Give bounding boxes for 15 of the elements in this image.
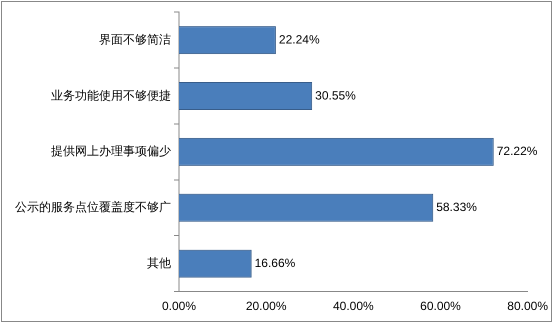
y-tick-label: 公示的服务点位覆盖度不够广 [15,200,171,214]
data-label: 58.33% [436,200,478,214]
data-label: 16.66% [254,256,296,270]
x-tick-label: 20.00% [246,299,287,314]
y-tick-label: 提供网上办理事项偏少 [51,144,171,158]
y-tick-label: 业务功能使用不够便捷 [51,88,171,102]
x-tick-label: 80.00% [507,299,548,314]
data-label: 72.22% [496,144,538,158]
data-label: 30.55% [315,88,356,102]
y-tick-label: 界面不够简洁 [99,32,171,46]
y-tick-label: 其他 [147,256,171,270]
data-label: 22.24% [278,32,320,46]
x-tick-label: 0.00% [162,299,196,314]
x-tick-label: 40.00% [332,299,374,314]
x-tick-label: 60.00% [420,299,462,314]
